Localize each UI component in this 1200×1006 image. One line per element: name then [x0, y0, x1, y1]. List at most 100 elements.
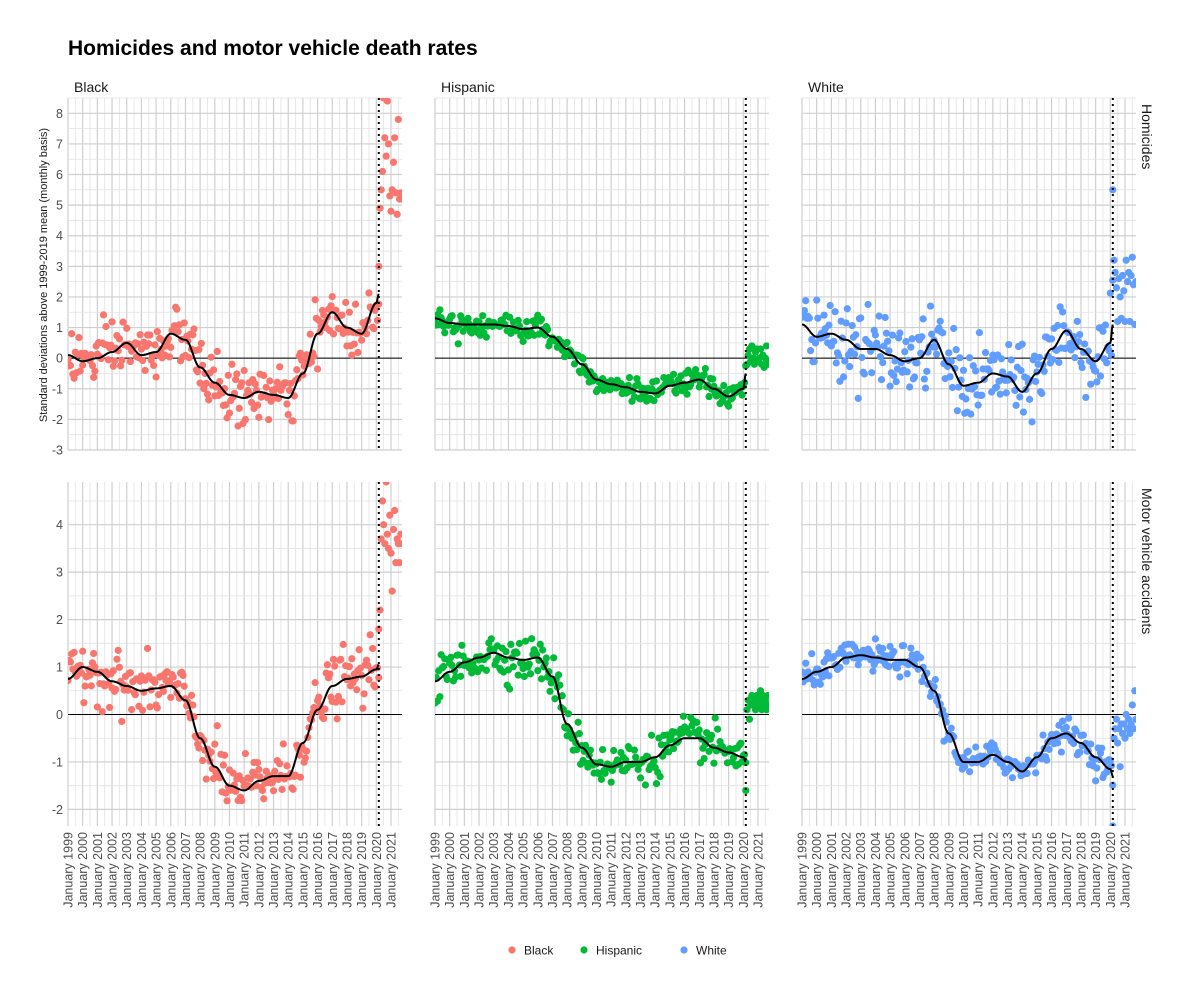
panel-homicides-white: White: [801, 79, 1136, 451]
data-point: [296, 773, 305, 781]
data-point: [1107, 761, 1116, 770]
legend-item-black: Black: [508, 944, 554, 958]
data-point: [238, 379, 246, 387]
data-point: [830, 337, 838, 345]
data-point: [321, 705, 329, 713]
data-point: [358, 336, 366, 344]
facet-label-hispanic: Hispanic: [441, 79, 495, 95]
y-tick-label: 6: [56, 168, 63, 182]
data-point: [869, 667, 877, 675]
data-point: [926, 302, 935, 310]
data-point: [87, 682, 95, 690]
data-point-post: [765, 701, 769, 709]
legend-label: White: [696, 944, 727, 958]
data-point: [630, 746, 639, 754]
legend-swatch: [680, 946, 688, 954]
data-point: [652, 780, 661, 788]
data-point: [1074, 338, 1083, 346]
data-point-post: [382, 482, 390, 486]
data-point: [475, 318, 483, 326]
data-point: [86, 671, 94, 679]
x-tick-label: January 2018: [707, 832, 721, 908]
data-point: [228, 360, 236, 368]
data-point: [1035, 353, 1043, 361]
data-point: [232, 787, 240, 795]
data-point: [931, 343, 939, 351]
data-point: [952, 346, 960, 354]
data-point: [145, 340, 153, 348]
data-point: [1008, 774, 1017, 782]
data-point: [879, 644, 887, 653]
data-point: [105, 703, 114, 712]
data-point: [528, 635, 536, 643]
data-point: [350, 340, 358, 348]
data-point: [454, 340, 462, 348]
data-point: [233, 370, 241, 378]
data-point: [283, 400, 291, 408]
data-point: [1092, 777, 1100, 785]
data-point: [241, 415, 249, 424]
points-hispanic: [435, 306, 769, 410]
data-point: [802, 306, 809, 315]
data-point: [1005, 340, 1013, 349]
data-point-post: [1128, 253, 1136, 261]
data-point: [359, 704, 367, 712]
data-point: [1032, 769, 1040, 777]
data-point: [1076, 748, 1084, 757]
y-tick-label: 7: [56, 137, 63, 151]
panel-homicides-hispanic: Hispanic: [434, 79, 769, 451]
x-tick-label: January 2007: [179, 832, 193, 908]
data-point: [334, 692, 342, 701]
data-point: [143, 644, 152, 653]
data-point: [146, 331, 154, 339]
data-point: [996, 390, 1004, 398]
data-point: [77, 669, 86, 677]
x-tick-label: January 2009: [942, 832, 956, 908]
data-point: [313, 365, 322, 373]
data-point: [338, 311, 346, 319]
x-tick-label: January 1999: [62, 832, 76, 908]
y-tick-label: 0: [56, 708, 63, 722]
data-point-post: [1118, 271, 1127, 280]
data-point-post: [395, 559, 402, 567]
x-tick-label: January 2000: [443, 832, 457, 908]
data-point: [669, 744, 678, 753]
data-point: [254, 401, 262, 409]
x-tick-label: January 2007: [913, 832, 927, 908]
x-tick-label: January 2001: [91, 832, 105, 908]
data-point: [436, 693, 444, 701]
data-point: [1060, 322, 1068, 330]
data-point: [255, 765, 263, 774]
data-point: [202, 379, 210, 387]
data-point: [581, 741, 590, 750]
data-point: [1073, 317, 1081, 325]
x-tick-label: January 2012: [619, 832, 633, 908]
data-point: [523, 318, 531, 326]
x-tick-label: January 2003: [487, 832, 501, 908]
data-point: [851, 350, 859, 358]
data-point: [255, 413, 263, 421]
data-point-post: [1121, 734, 1129, 742]
data-point-post: [1129, 725, 1136, 733]
data-point: [890, 371, 898, 380]
data-point: [447, 653, 455, 661]
data-point: [459, 652, 467, 660]
x-tick-label: January 2016: [678, 832, 692, 908]
data-point: [514, 316, 522, 324]
data-point: [1055, 358, 1063, 367]
data-point-post: [391, 506, 399, 515]
data-point: [877, 376, 886, 384]
data-point: [99, 311, 108, 319]
data-point: [113, 655, 121, 663]
data-point-post: [376, 606, 384, 614]
data-point: [75, 334, 83, 342]
x-tick-label: January 2020: [1104, 832, 1118, 908]
data-point: [974, 401, 982, 409]
data-point: [151, 678, 159, 686]
data-point: [441, 329, 449, 337]
data-point: [967, 410, 975, 418]
data-point: [371, 683, 379, 691]
data-point: [693, 718, 701, 726]
data-point: [189, 331, 197, 339]
data-point: [532, 650, 541, 659]
